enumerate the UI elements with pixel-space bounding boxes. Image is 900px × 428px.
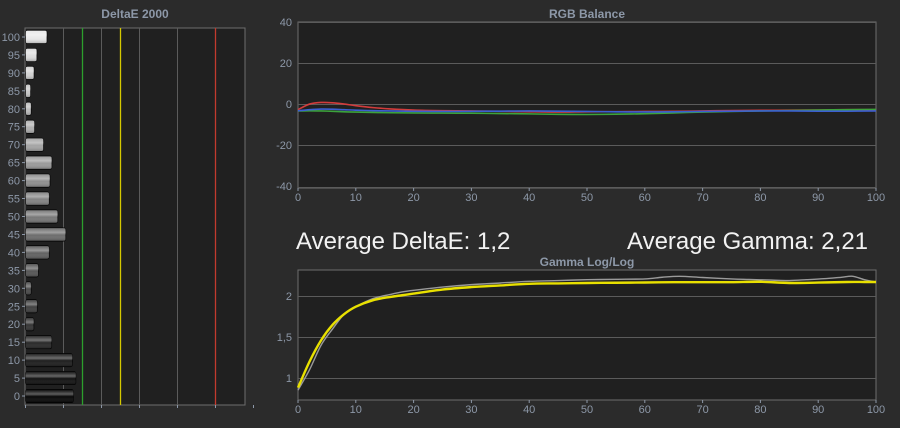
svg-text:20: 20 xyxy=(407,404,419,416)
svg-text:100: 100 xyxy=(867,404,885,416)
svg-text:30: 30 xyxy=(465,404,477,416)
svg-text:0: 0 xyxy=(295,404,301,416)
svg-text:40: 40 xyxy=(523,404,535,416)
svg-text:90: 90 xyxy=(812,404,824,416)
svg-text:70: 70 xyxy=(696,404,708,416)
svg-text:2: 2 xyxy=(286,291,292,303)
svg-text:50: 50 xyxy=(581,404,593,416)
svg-text:1,5: 1,5 xyxy=(277,332,292,344)
svg-text:1: 1 xyxy=(286,373,292,385)
svg-text:80: 80 xyxy=(754,404,766,416)
svg-text:60: 60 xyxy=(639,404,651,416)
svg-text:10: 10 xyxy=(350,404,362,416)
